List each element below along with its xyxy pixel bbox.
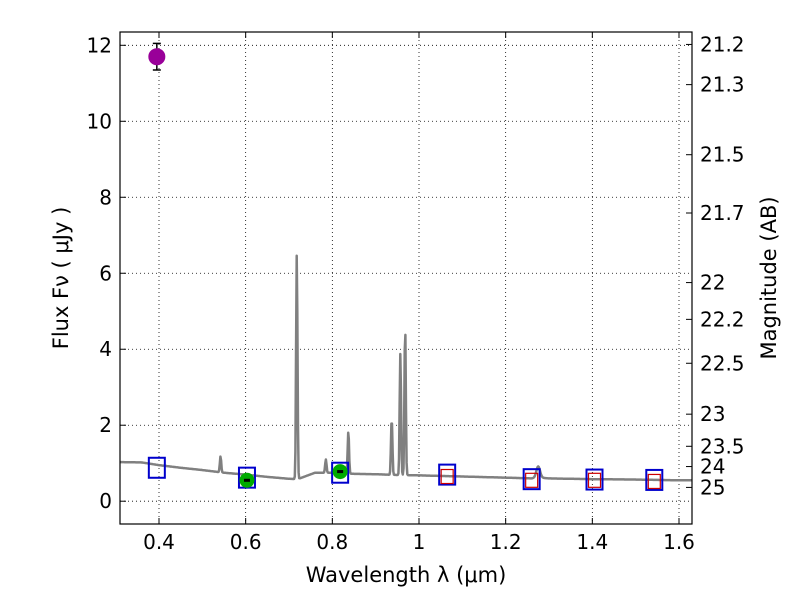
x-tick-label: 1.4	[576, 530, 608, 554]
x-tick-label: 0.6	[230, 530, 262, 554]
mag-tick-label: 23	[700, 402, 725, 426]
y-tick-label: 10	[87, 109, 112, 133]
y-tick-label: 4	[99, 337, 112, 361]
x-tick-label: 1	[413, 530, 426, 554]
y-tick-label: 6	[99, 261, 112, 285]
x-tick-label: 0.4	[143, 530, 175, 554]
detection-point	[148, 48, 166, 66]
x-axis-title: Wavelength λ (μm)	[306, 563, 507, 587]
y-tick-label: 2	[99, 413, 112, 437]
mag-tick-label: 21.5	[700, 143, 745, 167]
observed-photometry-point	[647, 473, 661, 490]
x-tick-label: 0.8	[316, 530, 348, 554]
observed-photometry-point	[525, 472, 539, 488]
mag-tick-label: 22.5	[700, 351, 745, 375]
mag-tick-label: 25	[700, 475, 725, 499]
mag-tick-label: 22	[700, 271, 725, 295]
plot-area	[119, 42, 693, 491]
model-photometry-point	[147, 456, 166, 479]
model-photometry-point	[438, 463, 457, 486]
x-tick-label: 1.6	[663, 530, 695, 554]
y-tick-label: 12	[87, 33, 112, 57]
mag-tick-label: 21.2	[700, 32, 745, 56]
model-photometry-point	[585, 468, 604, 491]
y2-axis-title: Magnitude (AB)	[757, 196, 781, 359]
model-photometry-point	[645, 468, 664, 491]
observed-photometry-point	[587, 472, 602, 488]
y-tick-label: 0	[99, 489, 112, 513]
model-photometry-point	[522, 468, 541, 491]
model-photometry-point	[331, 461, 350, 484]
plot-frame	[119, 31, 693, 525]
mag-tick-label: 22.2	[700, 307, 745, 331]
mag-tick-label: 21.3	[700, 73, 745, 97]
mag-tick-label: 24	[700, 455, 725, 479]
upper-limit-bar	[337, 470, 344, 474]
mag-tick-label: 21.7	[700, 201, 745, 225]
y-tick-label: 8	[99, 185, 112, 209]
mag-tick-label: 23.5	[700, 434, 745, 458]
observed-photometry-point	[440, 468, 454, 485]
upper-limit-bar	[243, 478, 250, 482]
grid	[120, 32, 692, 524]
template-sed-line	[119, 254, 693, 482]
y-axis-title: Flux Fν ( μJy )	[49, 207, 73, 350]
x-tick-label: 1.2	[490, 530, 522, 554]
